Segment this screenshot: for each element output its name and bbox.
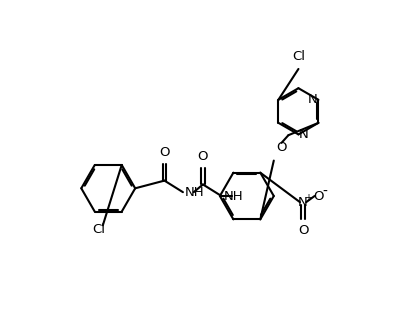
Text: NH: NH <box>185 186 205 199</box>
Text: N: N <box>308 93 318 106</box>
Text: O: O <box>298 224 308 237</box>
Text: O: O <box>313 190 324 203</box>
Text: -: - <box>322 184 327 198</box>
Text: Cl: Cl <box>292 50 305 63</box>
Text: N: N <box>299 128 309 141</box>
Text: Cl: Cl <box>93 223 105 236</box>
Text: +: + <box>304 193 312 203</box>
Text: N: N <box>298 196 308 209</box>
Text: O: O <box>198 150 208 163</box>
Text: O: O <box>159 146 170 159</box>
Text: NH: NH <box>224 190 244 203</box>
Text: O: O <box>276 141 287 154</box>
